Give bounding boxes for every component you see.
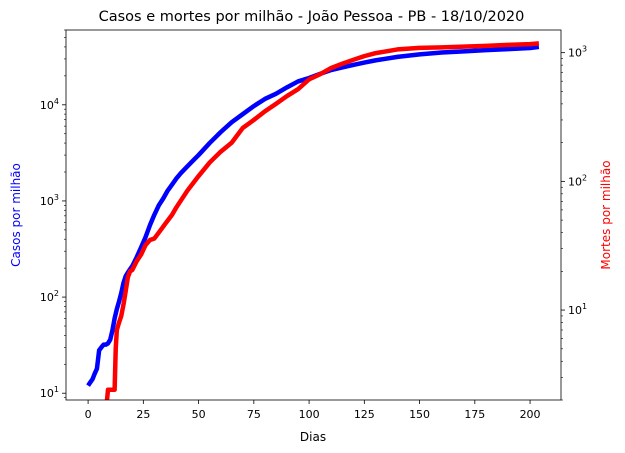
y-left-tick-label: 102 bbox=[40, 289, 59, 304]
x-axis-label: Dias bbox=[300, 430, 326, 444]
y-right-tick-label: 103 bbox=[568, 45, 587, 60]
x-tick-label: 50 bbox=[192, 408, 206, 421]
y-axis-left: 101 102 103 104 bbox=[40, 29, 66, 400]
y-right-tick-label: 102 bbox=[568, 173, 587, 188]
deaths-series-line bbox=[104, 41, 540, 400]
x-tick-label: 0 bbox=[85, 408, 92, 421]
y-left-tick-label: 104 bbox=[40, 97, 59, 112]
y-axis-left-label: Casos por milhão bbox=[9, 163, 23, 267]
x-tick-label: 125 bbox=[354, 408, 375, 421]
plot-frame bbox=[65, 29, 562, 401]
y-left-tick-label: 101 bbox=[40, 385, 59, 400]
x-tick-label: 25 bbox=[136, 408, 150, 421]
y-axis-right: 101 102 103 bbox=[561, 45, 587, 401]
y-right-tick-label: 101 bbox=[568, 302, 587, 317]
cases-series-line bbox=[86, 44, 540, 387]
x-tick-label: 200 bbox=[520, 408, 541, 421]
chart-title: Casos e mortes por milhão - João Pessoa … bbox=[99, 9, 525, 25]
x-tick-label: 75 bbox=[247, 408, 261, 421]
x-axis: 0 25 50 75 100 125 150 175 200 bbox=[85, 400, 541, 421]
x-tick-label: 175 bbox=[464, 408, 485, 421]
x-tick-label: 150 bbox=[409, 408, 430, 421]
x-tick-label: 100 bbox=[299, 408, 320, 421]
y-left-tick-label: 103 bbox=[40, 193, 59, 208]
y-axis-right-label: Mortes por milhão bbox=[599, 160, 613, 269]
series-layer bbox=[86, 41, 540, 400]
